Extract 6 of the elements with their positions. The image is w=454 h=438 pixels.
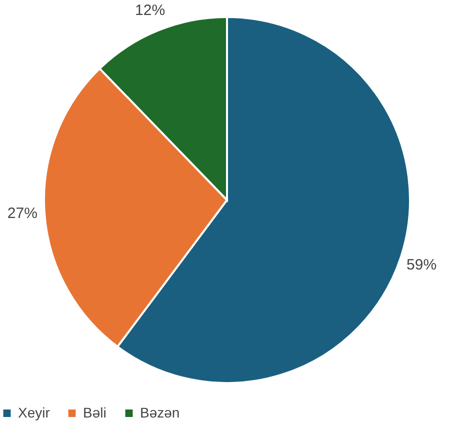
data-label: 12%: [135, 2, 166, 19]
data-label: 27%: [7, 205, 38, 222]
data-label: 59%: [406, 256, 437, 274]
legend-label: Xeyir: [18, 404, 50, 420]
legend-label: Bəzən: [140, 404, 180, 420]
legend-label: Bəli: [83, 404, 106, 420]
